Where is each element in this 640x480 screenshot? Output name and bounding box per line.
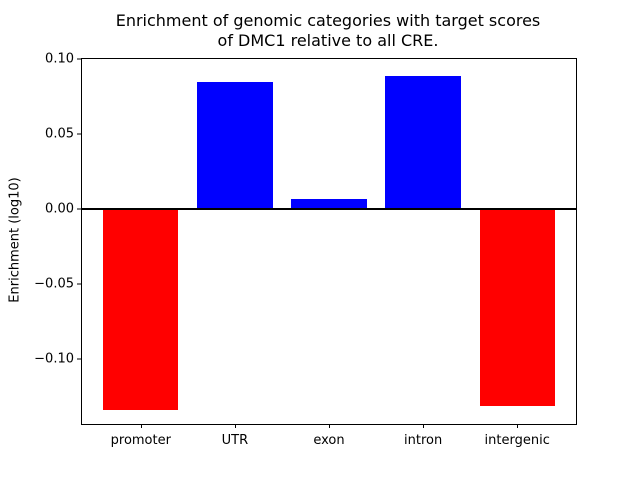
bar-exon bbox=[291, 198, 367, 210]
x-tick-label: intergenic bbox=[484, 433, 550, 448]
y-tick-mark bbox=[77, 358, 81, 360]
y-tick-label: 0.10 bbox=[45, 51, 74, 67]
x-tick-label: exon bbox=[313, 433, 345, 448]
x-tick-mark bbox=[517, 424, 519, 428]
x-tick-mark bbox=[423, 424, 425, 428]
x-tick-label: UTR bbox=[221, 433, 249, 448]
bar-promoter bbox=[103, 209, 179, 411]
x-tick-label: intron bbox=[403, 433, 443, 448]
y-tick-label: 0.00 bbox=[45, 201, 74, 217]
y-axis-label: Enrichment (log10) bbox=[7, 177, 23, 303]
y-tick-mark bbox=[77, 133, 81, 135]
y-tick-mark bbox=[77, 58, 81, 60]
zero-line bbox=[82, 208, 576, 211]
bar-UTR bbox=[197, 81, 273, 210]
y-tick-mark bbox=[77, 208, 81, 210]
x-tick-mark bbox=[140, 424, 142, 428]
y-tick-label: −0.10 bbox=[34, 351, 74, 367]
y-tick-mark bbox=[77, 283, 81, 285]
x-tick-mark bbox=[234, 424, 236, 428]
y-tick-label: −0.05 bbox=[34, 276, 74, 292]
x-tick-mark bbox=[329, 424, 330, 428]
y-tick-label: 0.05 bbox=[45, 126, 74, 142]
bar-intron bbox=[385, 75, 461, 210]
bar-intergenic bbox=[479, 209, 555, 406]
plot-area: promoter UTR exon intron intergenic 0.10 0.05 0… bbox=[34, 52, 577, 448]
chart-title: Enrichment of genomic categories with ta… bbox=[115, 11, 541, 50]
x-tick-label: promoter bbox=[110, 433, 171, 448]
